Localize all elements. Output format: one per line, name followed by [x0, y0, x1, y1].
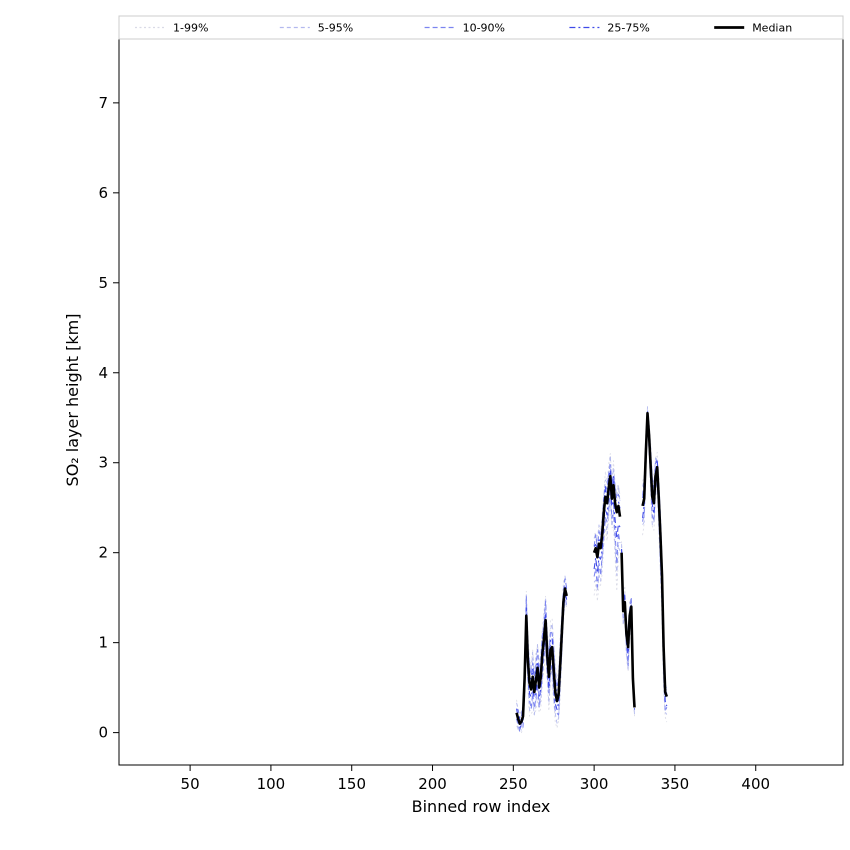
y-tick-label: 3	[98, 454, 108, 472]
x-tick-label: 400	[741, 775, 770, 793]
median-line	[515, 587, 568, 725]
legend: 1-99% 5-95% 10-90% 25-75% Median	[118, 15, 844, 40]
band-line-1-99%	[516, 603, 568, 734]
band-line-1-99%	[516, 577, 568, 716]
y-tick-label: 2	[98, 544, 108, 562]
x-tick-label: 100	[257, 775, 286, 793]
legend-label: 5-95%	[318, 22, 353, 35]
x-axis-label: Binned row index	[412, 797, 551, 816]
legend-entry-5-95%: 5-95%	[279, 22, 353, 35]
x-tick-label: 200	[418, 775, 447, 793]
legend-box	[118, 15, 844, 40]
axes-box	[118, 29, 844, 766]
band-line-5-95%	[621, 557, 635, 716]
y-tick-label: 4	[98, 364, 108, 382]
legend-entry-1-99%: 1-99%	[135, 22, 208, 35]
y-tick-label: 5	[98, 274, 108, 292]
band-line-5-95%	[593, 454, 621, 546]
band-line-25-75%	[593, 487, 621, 574]
legend-label: 1-99%	[173, 22, 208, 35]
band-line-1-99%	[593, 505, 621, 602]
legend-entry-10-90%: 10-90%	[424, 22, 505, 35]
y-tick-label: 7	[98, 94, 108, 112]
median-line	[641, 411, 669, 698]
x-tick-label: 50	[181, 775, 200, 793]
legend-label: 25-75%	[607, 22, 649, 35]
y-tick-label: 0	[98, 724, 108, 742]
median-line	[620, 552, 636, 708]
y-axis-label: SO₂ layer height [km]	[63, 314, 82, 487]
median-line	[592, 474, 622, 559]
x-tick-label: 350	[661, 775, 690, 793]
band-line-10-90%	[593, 464, 621, 549]
band-line-5-95%	[516, 602, 568, 732]
legend-entry-25-75%: 25-75%	[569, 22, 650, 35]
band-line-10-90%	[593, 489, 621, 588]
legend-entry-Median: Median	[714, 22, 792, 35]
y-tick-label: 1	[98, 634, 108, 652]
x-tick-label: 150	[337, 775, 366, 793]
legend-label: 10-90%	[463, 22, 505, 35]
band-line-5-95%	[593, 496, 621, 592]
y-tick-label: 6	[98, 184, 108, 202]
legend-label: Median	[752, 22, 792, 35]
x-tick-label: 250	[499, 775, 528, 793]
x-tick-label: 300	[580, 775, 609, 793]
